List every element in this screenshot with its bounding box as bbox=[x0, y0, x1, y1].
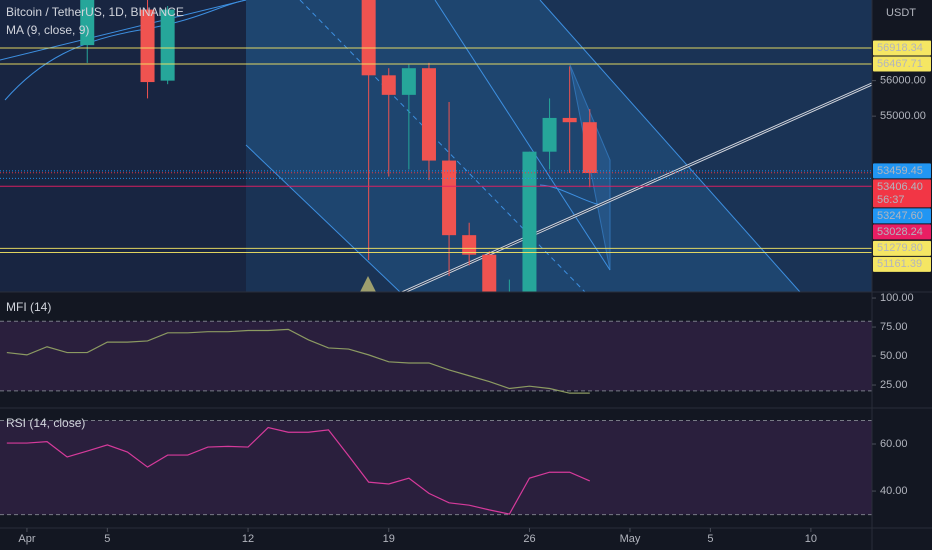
y-tick-label: 40.00 bbox=[880, 485, 908, 497]
overlay: Bitcoin / TetherUS, 1D, BINANCE MA (9, cl… bbox=[6, 5, 184, 430]
drawings bbox=[0, 0, 872, 292]
indicator-title: MFI (14) bbox=[6, 300, 51, 314]
price-label-box bbox=[873, 208, 931, 224]
indicator bbox=[0, 419, 872, 516]
candle-body bbox=[562, 117, 577, 123]
candle-body bbox=[421, 68, 436, 161]
candle-body bbox=[482, 254, 497, 292]
price-label-box bbox=[873, 40, 931, 56]
level-band bbox=[0, 420, 872, 515]
x-tick-label: 26 bbox=[523, 533, 535, 545]
channel bbox=[246, 0, 800, 292]
unit: USDT bbox=[886, 7, 916, 19]
level-band bbox=[0, 321, 872, 391]
ma-line bbox=[539, 184, 601, 206]
y-tick-label: 55000.00 bbox=[880, 110, 926, 122]
candle-body bbox=[462, 235, 477, 255]
candle-body bbox=[522, 151, 537, 292]
candle-body bbox=[140, 9, 155, 83]
zone bbox=[0, 0, 246, 292]
candle-body bbox=[381, 75, 396, 95]
channel-edge bbox=[539, 0, 801, 292]
y-tick-label: 25.00 bbox=[880, 379, 908, 391]
price-label: 51161.39 bbox=[877, 258, 922, 270]
x-tick-label: Apr bbox=[18, 533, 35, 545]
price-label-box bbox=[873, 163, 931, 179]
candle-body bbox=[582, 122, 597, 173]
x-tick-label: 5 bbox=[707, 533, 713, 545]
price-label-box bbox=[873, 179, 931, 208]
channel-edge bbox=[245, 144, 401, 292]
candle-body bbox=[542, 117, 557, 152]
x-tick-label: 12 bbox=[242, 533, 254, 545]
ma-line bbox=[4, 0, 247, 101]
price-label: 56467.71 bbox=[877, 58, 923, 70]
trendline bbox=[402, 83, 872, 292]
x-tick-label: 10 bbox=[805, 533, 817, 545]
marker bbox=[360, 276, 376, 292]
price-label: 51279.80 bbox=[877, 242, 923, 254]
candle-body bbox=[361, 0, 376, 76]
trend bbox=[0, 0, 247, 61]
indicator-line bbox=[6, 426, 591, 515]
y-tick-label: 75.00 bbox=[880, 321, 908, 333]
price-label-box bbox=[873, 256, 931, 272]
x-tick-label: 19 bbox=[383, 533, 395, 545]
candle-body bbox=[401, 68, 416, 95]
price-label-box bbox=[873, 224, 931, 240]
indicator-line bbox=[6, 328, 590, 394]
price-label: 53406.40 bbox=[877, 181, 923, 193]
price-label-box bbox=[873, 56, 931, 72]
y-tick-label: 60.00 bbox=[880, 438, 908, 450]
y-tick-label: 100.00 bbox=[880, 292, 914, 304]
y-tick-label: 50.00 bbox=[880, 350, 908, 362]
x-tick-label: 5 bbox=[104, 533, 110, 545]
price-label: 56918.34 bbox=[877, 42, 923, 54]
candles bbox=[0, 0, 872, 311]
countdown: 56:37 bbox=[877, 194, 905, 206]
candle-body bbox=[442, 160, 457, 236]
price-label: 53247.60 bbox=[877, 210, 923, 222]
price-axis bbox=[872, 0, 932, 550]
candle-body bbox=[80, 0, 95, 46]
chart-subtitle: MA (9, close, 9) bbox=[6, 23, 89, 37]
x-tick-label: May bbox=[620, 533, 641, 545]
price-label-box bbox=[873, 240, 931, 256]
indicator bbox=[0, 320, 872, 394]
candle-body bbox=[160, 9, 175, 81]
channel-edge bbox=[434, 0, 611, 271]
indicator-title: RSI (14, close) bbox=[6, 416, 85, 430]
y-tick-label: 56000.00 bbox=[880, 75, 926, 87]
candle-body bbox=[502, 297, 516, 311]
price-label: 53459.45 bbox=[877, 165, 923, 177]
price-label: 53028.24 bbox=[877, 226, 923, 238]
chart-title: Bitcoin / TetherUS, 1D, BINANCE bbox=[6, 5, 184, 19]
